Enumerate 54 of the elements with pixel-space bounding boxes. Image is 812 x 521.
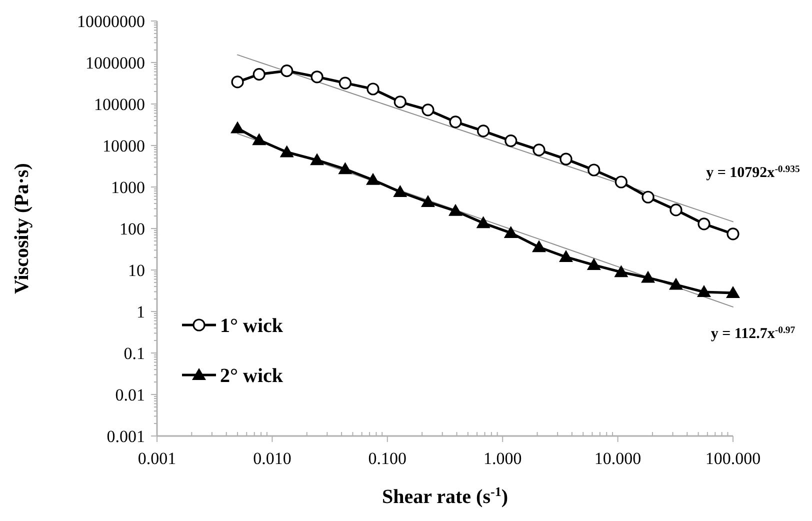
point: [420, 195, 435, 208]
point: [532, 144, 546, 156]
point: [670, 204, 682, 216]
y-tick-label: 0.1: [124, 344, 145, 363]
point: [338, 76, 352, 90]
point: [641, 270, 656, 283]
point: [560, 152, 572, 166]
x-tick-label: 1.000: [483, 449, 522, 468]
x-tick-label: 0.100: [368, 449, 407, 468]
point: [310, 153, 324, 166]
y-tick-label: 0.01: [115, 385, 145, 404]
legend-label: 2° wick: [220, 365, 284, 387]
point: [614, 176, 628, 188]
annotation: y = 112.7x$^{-0.97}$: [710, 324, 796, 342]
point: [504, 226, 518, 238]
y-tick-label: 10000000: [77, 12, 145, 31]
point: [310, 70, 324, 84]
point: [338, 162, 352, 174]
point: [726, 286, 740, 298]
annotation: y = 10792x$^{-0.935}$: [706, 163, 800, 181]
x-axis-title: Shear rate (s$^{-1}$): [382, 484, 508, 508]
y-tick-label: 1000: [111, 178, 145, 197]
y-tick-label: 10: [128, 260, 145, 280]
point: [393, 184, 408, 197]
point: [394, 96, 406, 108]
point: [586, 258, 601, 270]
point: [532, 240, 546, 252]
point: [504, 134, 518, 148]
y-tick-label: 1000000: [86, 53, 145, 72]
point: [448, 204, 462, 216]
point: [477, 124, 490, 138]
y-tick-label: 100: [120, 219, 145, 238]
point: [422, 104, 434, 116]
point: [449, 116, 462, 128]
point: [366, 82, 380, 96]
y-tick-label: 0.001: [106, 426, 145, 446]
point: [698, 218, 710, 230]
point: [642, 190, 654, 204]
point: [696, 285, 711, 297]
legend-label: 1° wick: [220, 315, 284, 337]
y-axis-title: Viscosity (Pa·s): [11, 163, 33, 294]
point: [726, 228, 740, 240]
x-tick-label: 100.000: [705, 449, 761, 468]
point: [668, 278, 683, 290]
x-tick-label: 10.000: [594, 449, 642, 468]
point: [476, 216, 490, 228]
point: [614, 265, 628, 278]
y-tick-label: 10000: [102, 136, 145, 156]
y-tick-label: 1: [136, 302, 145, 322]
point: [558, 250, 573, 262]
point: [366, 172, 380, 185]
y-tick-label: 100000: [94, 94, 145, 114]
point: [588, 164, 600, 176]
x-tick-label: 0.010: [253, 449, 292, 468]
